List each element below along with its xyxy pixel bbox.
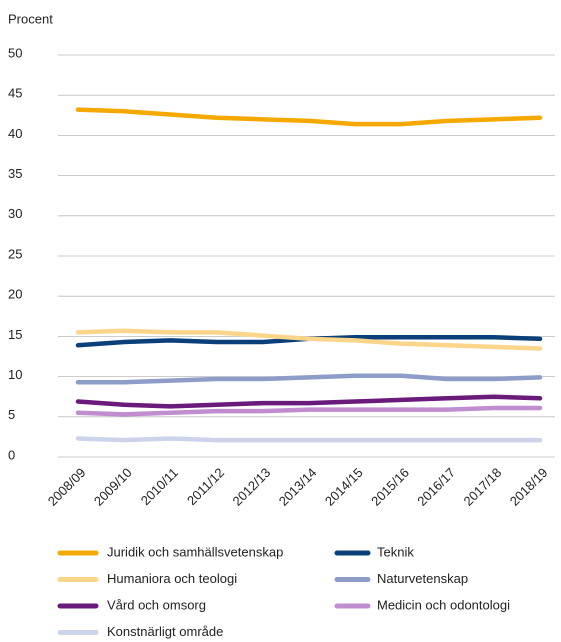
x-tick-label: 2011/12 bbox=[184, 465, 227, 508]
y-tick-label: 20 bbox=[8, 287, 22, 302]
legend-label: Vård och omsorg bbox=[107, 597, 206, 612]
x-tick-label: 2010/11 bbox=[138, 465, 181, 508]
x-tick-label: 2009/10 bbox=[91, 465, 135, 509]
y-axis-label: Procent bbox=[8, 11, 53, 26]
x-tick-label: 2017/18 bbox=[461, 465, 505, 509]
series-line bbox=[75, 436, 543, 443]
x-tick-label: 2015/16 bbox=[368, 465, 412, 509]
y-tick-label: 40 bbox=[8, 126, 22, 141]
y-tick-label: 5 bbox=[8, 407, 15, 422]
series-line bbox=[75, 394, 543, 409]
y-tick-label: 15 bbox=[8, 327, 22, 342]
series-line bbox=[75, 107, 543, 127]
x-tick-label: 2018/19 bbox=[507, 465, 551, 509]
y-tick-label: 30 bbox=[8, 206, 22, 221]
series-line bbox=[75, 405, 543, 417]
legend-label: Juridik och samhällsvetenskap bbox=[107, 544, 283, 559]
series-line bbox=[75, 328, 543, 351]
y-tick-label: 10 bbox=[8, 367, 22, 382]
y-tick-label: 25 bbox=[8, 246, 22, 261]
y-tick-label: 0 bbox=[8, 447, 15, 462]
x-tick-label: 2008/09 bbox=[45, 465, 89, 509]
x-tick-label: 2014/15 bbox=[322, 465, 366, 509]
y-tick-label: 50 bbox=[8, 45, 22, 60]
legend-label: Konstnärligt område bbox=[107, 624, 223, 639]
x-tick-label: 2016/17 bbox=[414, 465, 458, 509]
legend-label: Naturvetenskap bbox=[377, 571, 468, 586]
x-tick-label: 2012/13 bbox=[230, 465, 274, 509]
series-line bbox=[75, 373, 543, 385]
y-tick-label: 35 bbox=[8, 166, 22, 181]
x-tick-label: 2013/14 bbox=[276, 465, 320, 509]
legend-label: Teknik bbox=[377, 544, 414, 559]
y-tick-label: 45 bbox=[8, 86, 22, 101]
legend-label: Humaniora och teologi bbox=[107, 571, 237, 586]
legend-label: Medicin och odontologi bbox=[377, 597, 510, 612]
